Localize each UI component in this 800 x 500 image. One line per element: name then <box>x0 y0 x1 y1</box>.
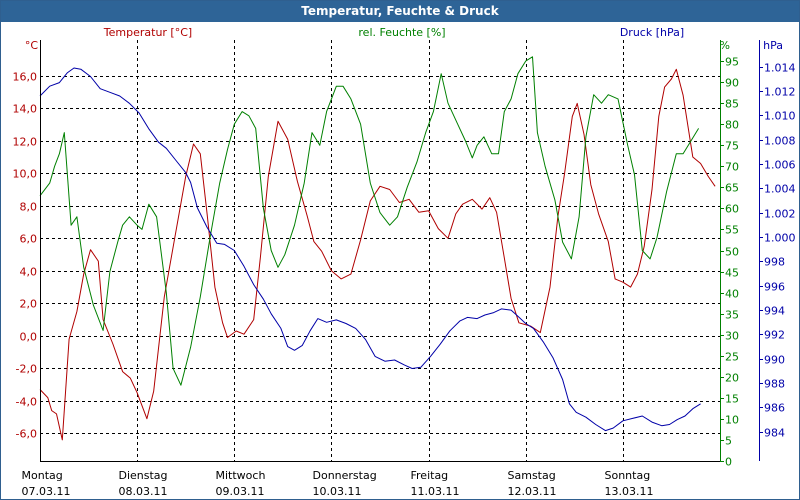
tick-label-temperature: -6,0 <box>16 428 37 441</box>
tick-label-humidity: 0 <box>725 456 732 469</box>
tick-label-temperature: 2,0 <box>20 298 38 311</box>
unit-pressure: hPa <box>763 39 783 52</box>
tick-label-humidity: 45 <box>725 267 739 280</box>
tick-label-day: Montag <box>22 469 63 482</box>
tick-label-humidity: 55 <box>725 224 739 237</box>
tick-label-pressure: 1.010 <box>764 110 796 123</box>
tick-label-humidity: 5 <box>725 435 732 448</box>
tick-label-humidity: 10 <box>725 414 739 427</box>
tick-label-pressure: 1.000 <box>764 232 796 245</box>
tick-label-pressure: 1.002 <box>764 208 796 221</box>
tick-label-pressure: 992 <box>764 329 785 342</box>
tick-label-humidity: 70 <box>725 161 739 174</box>
tick-label-humidity: 20 <box>725 372 739 385</box>
tick-label-day: Samstag <box>508 469 556 482</box>
tick-label-humidity: 30 <box>725 330 739 343</box>
plot-area <box>40 40 720 461</box>
tick-label-pressure: 994 <box>764 305 785 318</box>
tick-label-pressure: 1.012 <box>764 86 796 99</box>
tick-label-humidity: 35 <box>725 309 739 322</box>
tick-label-pressure: 1.004 <box>764 183 796 196</box>
tick-label-pressure: 984 <box>764 427 785 440</box>
series-pressure <box>39 67 701 432</box>
series-humidity <box>39 56 700 386</box>
tick-label-temperature: 12,0 <box>13 136 38 149</box>
tick-label-date: 10.03.11 <box>313 485 362 498</box>
tick-label-humidity: 25 <box>725 351 739 364</box>
tick-label-temperature: 16,0 <box>13 71 38 84</box>
tick-label-humidity: 50 <box>725 246 739 259</box>
unit-temperature: °C <box>25 39 39 52</box>
tick-label-temperature: 0,0 <box>20 331 38 344</box>
axis-label-pressure: Druck [hPa] <box>620 26 684 39</box>
tick-label-humidity: 75 <box>725 140 739 153</box>
tick-label-day: Donnerstag <box>313 469 377 482</box>
tick-label-pressure: 1.008 <box>764 135 796 148</box>
tick-label-humidity: 65 <box>725 182 739 195</box>
window-title: Temperatur, Feuchte & Druck <box>1 1 799 22</box>
tick-label-pressure: 1.014 <box>764 62 796 75</box>
tick-label-humidity: 80 <box>725 119 739 132</box>
tick-label-temperature: 4,0 <box>20 266 38 279</box>
tick-label-pressure: 990 <box>764 354 785 367</box>
tick-label-temperature: -4,0 <box>16 396 37 409</box>
tick-label-humidity: 85 <box>725 98 739 111</box>
tick-label-humidity: 60 <box>725 203 739 216</box>
tick-label-pressure: 1.006 <box>764 159 796 172</box>
tick-label-temperature: 10,0 <box>13 168 38 181</box>
tick-label-date: 08.03.11 <box>119 485 168 498</box>
tick-label-temperature: 8,0 <box>20 201 38 214</box>
tick-label-temperature: 6,0 <box>20 233 38 246</box>
tick-label-humidity: 95 <box>725 56 739 69</box>
axes: 16,0 14,0 12,0 10,0 8,0 6,0 4,0 2,0 0,0 -2,0 -4,0 -… <box>13 40 796 498</box>
tick-label-date: 13.03.11 <box>605 485 654 498</box>
tick-label-day: Freitag <box>411 469 449 482</box>
plot-background <box>40 40 720 461</box>
tick-label-pressure: 986 <box>764 402 785 415</box>
tick-label-humidity: 90 <box>725 77 739 90</box>
tick-label-date: 12.03.11 <box>508 485 557 498</box>
series-temperature <box>39 68 716 441</box>
tick-label-humidity: 40 <box>725 288 739 301</box>
tick-label-date: 09.03.11 <box>216 485 265 498</box>
tick-label-pressure: 996 <box>764 281 785 294</box>
tick-label-day: Sonntag <box>605 469 651 482</box>
tick-label-date: 07.03.11 <box>22 485 71 498</box>
series-lines <box>39 56 716 441</box>
tick-label-day: Dienstag <box>119 469 168 482</box>
axis-label-humidity: rel. Feuchte [%] <box>358 26 445 39</box>
tick-label-date: 11.03.11 <box>411 485 460 498</box>
tick-label-temperature: 14,0 <box>13 103 38 116</box>
tick-label-pressure: 988 <box>764 378 785 391</box>
tick-label-pressure: 998 <box>764 256 785 269</box>
tick-label-humidity: 15 <box>725 393 739 406</box>
tick-label-temperature: -2,0 <box>16 363 37 376</box>
tick-label-day: Mittwoch <box>216 469 266 482</box>
axis-label-temperature: Temperatur [°C] <box>103 26 192 39</box>
unit-humidity: % <box>720 39 730 52</box>
